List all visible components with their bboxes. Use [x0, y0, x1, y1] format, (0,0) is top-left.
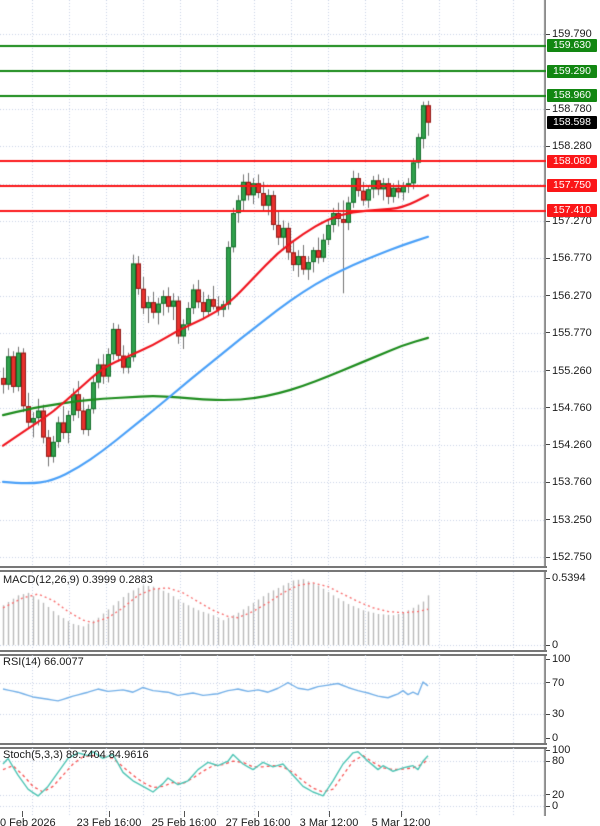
- tick-dash: [546, 407, 550, 409]
- rsi-indicator-chart[interactable]: [0, 655, 546, 743]
- tick-dash: [546, 108, 550, 110]
- price-axis-tick: 152.750: [546, 551, 600, 563]
- main-price-chart[interactable]: [0, 0, 546, 570]
- time-axis-tick: [258, 811, 259, 817]
- time-axis-tick: [109, 811, 110, 817]
- tick-dash: [546, 444, 550, 446]
- tick-dash: [546, 257, 550, 259]
- time-axis-label: 5 Mar 12:00: [371, 817, 431, 826]
- rsi-indicator-label: RSI(14) 66.0077: [3, 656, 84, 668]
- panel-divider[interactable]: [0, 566, 547, 572]
- price-axis-tick: 156.770: [546, 252, 600, 264]
- resistance-level-badge: 158.960: [547, 89, 597, 103]
- tick-dash: [546, 577, 550, 579]
- support-level-badge: 157.410: [547, 204, 597, 218]
- tick-dash: [546, 519, 550, 521]
- price-axis-tick: 156.270: [546, 290, 600, 302]
- stochastic-indicator-chart[interactable]: [0, 748, 546, 816]
- price-axis-tick: 154.760: [546, 402, 600, 414]
- time-axis-tick: [401, 811, 402, 817]
- tick-dash: [546, 332, 550, 334]
- price-axis-tick: 0: [546, 639, 600, 651]
- price-axis-tick: 157.270: [546, 215, 600, 227]
- tick-dash: [546, 658, 550, 660]
- price-axis-tick: 154.260: [546, 439, 600, 451]
- time-axis-label: 27 Feb 16:00: [225, 817, 291, 826]
- tick-dash: [546, 682, 550, 684]
- support-level-badge: 158.080: [547, 154, 597, 168]
- time-axis[interactable]: 0 Feb 2026 23 Feb 16:00 25 Feb 16:00 27 Feb…: [0, 817, 546, 826]
- price-axis-tick: 0.5394: [546, 572, 600, 584]
- tick-dash: [546, 220, 550, 222]
- time-axis-label: 25 Feb 16:00: [151, 817, 217, 826]
- tick-dash: [546, 737, 550, 739]
- price-axis-tick: 158.280: [546, 140, 600, 152]
- tick-dash: [546, 713, 550, 715]
- tick-dash: [546, 794, 550, 796]
- resistance-level-badge: 159.630: [547, 39, 597, 53]
- tick-dash: [546, 295, 550, 297]
- time-axis-tick: [22, 811, 23, 817]
- price-axis-tick: 0: [546, 732, 600, 744]
- stochastic-indicator-label: Stoch(5,3,3) 89.7404 84.9616: [3, 749, 149, 761]
- time-axis-tick: [329, 811, 330, 817]
- macd-indicator-label: MACD(12,26,9) 0.3999 0.2883: [3, 574, 153, 586]
- time-axis-label: 0 Feb 2026: [0, 817, 56, 826]
- time-axis-tick: [184, 811, 185, 817]
- price-axis-tick: 155.260: [546, 365, 600, 377]
- tick-dash: [546, 370, 550, 372]
- price-axis-tick: 30: [546, 708, 600, 720]
- price-axis-tick: 153.760: [546, 476, 600, 488]
- price-axis-tick: 80: [546, 755, 600, 767]
- time-axis-label: 3 Mar 12:00: [299, 817, 359, 826]
- resistance-level-badge: 159.290: [547, 64, 597, 78]
- price-axis-tick: 155.770: [546, 327, 600, 339]
- price-axis-tick: 70: [546, 677, 600, 689]
- tick-dash: [546, 760, 550, 762]
- price-axis-tick: 160.290: [546, 0, 600, 3]
- price-axis-tick: 100: [546, 744, 600, 756]
- price-axis-tick: 153.250: [546, 514, 600, 526]
- price-axis-tick: 159.790: [546, 28, 600, 40]
- support-level-badge: 157.750: [547, 179, 597, 193]
- current-price-badge: 158.598: [547, 116, 597, 130]
- price-axis-tick: 0: [546, 800, 600, 812]
- tick-dash: [546, 481, 550, 483]
- tick-dash: [546, 805, 550, 807]
- price-axis-tick: 20: [546, 789, 600, 801]
- macd-indicator-chart[interactable]: [0, 572, 546, 650]
- tick-dash: [546, 33, 550, 35]
- price-axis[interactable]: 160.290 159.790 158.780 158.280 157.270 156.7…: [546, 0, 600, 826]
- tick-dash: [546, 145, 550, 147]
- tick-dash: [546, 644, 550, 646]
- tick-dash: [546, 556, 550, 558]
- time-axis-label: 23 Feb 16:00: [76, 817, 142, 826]
- price-axis-tick: 100: [546, 653, 600, 665]
- price-axis-tick: 158.780: [546, 103, 600, 115]
- tick-dash: [546, 749, 550, 751]
